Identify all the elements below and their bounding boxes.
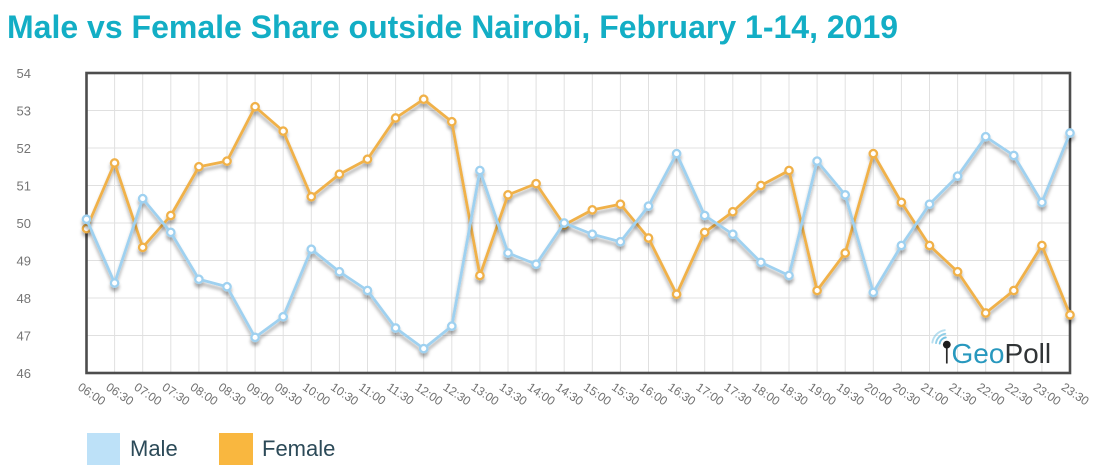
svg-text:49: 49 [17,254,31,269]
svg-text:50: 50 [17,216,31,231]
svg-text:Male: Male [130,436,178,461]
svg-text:54: 54 [17,66,31,81]
svg-text:53: 53 [17,104,31,119]
svg-text:52: 52 [17,141,31,156]
svg-text:Female: Female [262,436,335,461]
svg-text:51: 51 [17,179,31,194]
svg-text:GeoPoll: GeoPoll [952,338,1052,369]
svg-text:Male vs Female Share outside N: Male vs Female Share outside Nairobi, Fe… [7,9,898,45]
svg-text:46: 46 [17,366,31,381]
svg-text:47: 47 [17,329,31,344]
svg-text:48: 48 [17,291,31,306]
